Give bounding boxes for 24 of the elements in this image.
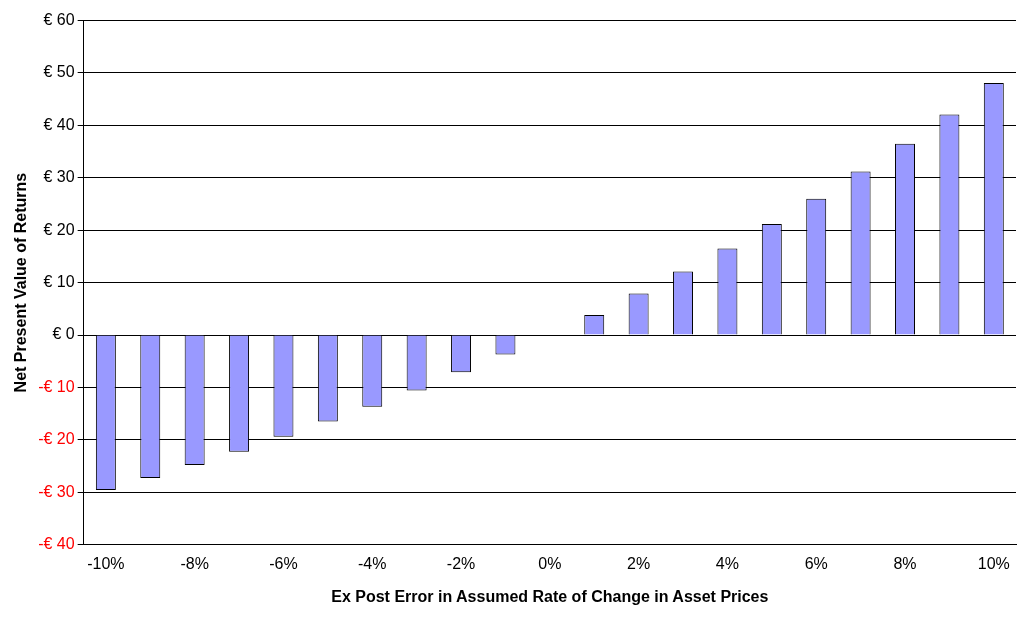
y-tick-label: € 10: [43, 273, 75, 291]
x-tick-label: 2%: [627, 554, 651, 572]
y-tick-label: € 30: [43, 168, 75, 186]
y-axis-title: Net Present Value of Returns: [12, 172, 30, 393]
y-tick-label: -€ 30: [38, 482, 75, 500]
y-tick-label: -€ 10: [38, 377, 75, 395]
y-tick-label: € 0: [52, 325, 75, 343]
x-tick-label: 6%: [804, 554, 828, 572]
x-tick-label: -8%: [180, 554, 209, 572]
x-axis-title: Ex Post Error in Assumed Rate of Change in Asset Prices: [331, 587, 769, 605]
x-tick-label: 0%: [538, 554, 562, 572]
y-tick-label: -€ 40: [38, 535, 75, 553]
x-tick-label: -4%: [358, 554, 387, 572]
x-tick-label: 4%: [715, 554, 739, 572]
y-tick-label: € 40: [43, 115, 75, 133]
x-tick-label: -10%: [87, 554, 125, 572]
x-tick-label: -2%: [446, 554, 476, 572]
x-tick-label: 8%: [893, 554, 917, 572]
y-tick-label: € 20: [43, 220, 75, 238]
x-tick-label: -6%: [269, 554, 298, 572]
y-tick-label: € 50: [43, 63, 75, 81]
y-tick-label: -€ 20: [38, 430, 75, 448]
y-tick-label: € 60: [43, 11, 75, 29]
x-tick-label: 10%: [977, 554, 1010, 572]
